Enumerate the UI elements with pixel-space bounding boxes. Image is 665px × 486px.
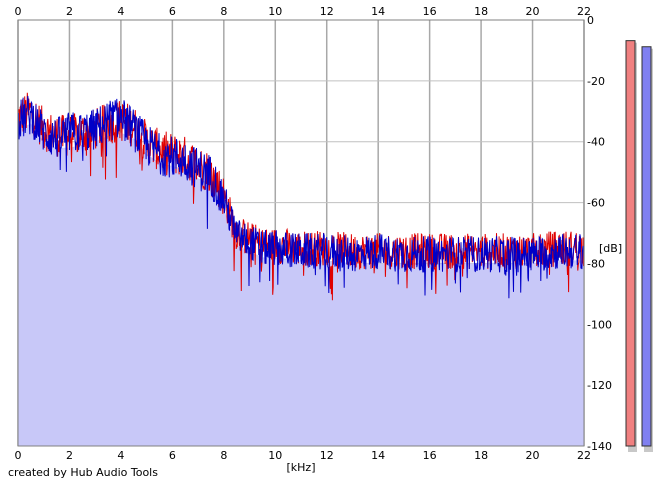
level-meter-bar xyxy=(625,40,636,447)
x-tick-label: 18 xyxy=(474,5,488,18)
plot-border xyxy=(17,19,585,447)
x-tick-label: 14 xyxy=(371,449,385,462)
y-tick-label: -60 xyxy=(587,197,605,210)
x-tick-label: 4 xyxy=(117,449,124,462)
y-tick-label: -20 xyxy=(587,75,605,88)
x-tick-label: 8 xyxy=(220,449,227,462)
x-tick-label: 20 xyxy=(526,5,540,18)
x-tick-label: 10 xyxy=(268,5,282,18)
y-tick-label: 0 xyxy=(587,14,594,27)
y-tick-labels: 0 -20 -40 -60 -80 -100 -120 -140 xyxy=(587,14,612,453)
x-tick-label: 2 xyxy=(66,5,73,18)
spectrum-area xyxy=(18,123,584,446)
x-tick-label: 8 xyxy=(220,5,227,18)
x-tick-label: 2 xyxy=(66,449,73,462)
credit-text: created by Hub Audio Tools xyxy=(8,466,158,479)
x-tick-label: 22 xyxy=(577,449,591,462)
series-line-2 xyxy=(17,95,585,299)
y-tick-label: -80 xyxy=(587,257,605,270)
x-tick-label: 6 xyxy=(169,5,176,18)
x-tick-label: 22 xyxy=(577,5,591,18)
x-tick-label: 18 xyxy=(474,449,488,462)
plot-frame xyxy=(17,19,585,447)
x-tick-label: 12 xyxy=(320,449,334,462)
x-tick-labels-bottom: 0 2 4 6 8 10 12 14 16 18 20 22 xyxy=(15,449,592,462)
y-tick-label: -140 xyxy=(587,440,612,453)
x-tick-label: 4 xyxy=(117,5,124,18)
x-tick-label: 20 xyxy=(526,449,540,462)
x-tick-label: 0 xyxy=(15,5,22,18)
y-tick-label: -120 xyxy=(587,379,612,392)
x-tick-label: 16 xyxy=(423,5,437,18)
x-tick-label: 14 xyxy=(371,5,385,18)
x-tick-label: 12 xyxy=(320,5,334,18)
x-tick-label: 10 xyxy=(268,449,282,462)
level-meter-bar xyxy=(641,46,652,447)
x-tick-labels-top: 0 2 4 6 8 10 12 14 16 18 20 22 xyxy=(15,5,592,18)
x-axis-label: [kHz] xyxy=(287,461,316,474)
y-axis-label: [dB] xyxy=(599,242,622,255)
level-meters xyxy=(625,40,653,453)
x-tick-label: 6 xyxy=(169,449,176,462)
y-tick-label: -40 xyxy=(587,136,605,149)
x-tick-label: 0 xyxy=(15,449,22,462)
y-tick-label: -100 xyxy=(587,318,612,331)
spectrum-fill xyxy=(18,123,584,446)
spectrum-lines xyxy=(17,92,585,301)
x-tick-label: 16 xyxy=(423,449,437,462)
